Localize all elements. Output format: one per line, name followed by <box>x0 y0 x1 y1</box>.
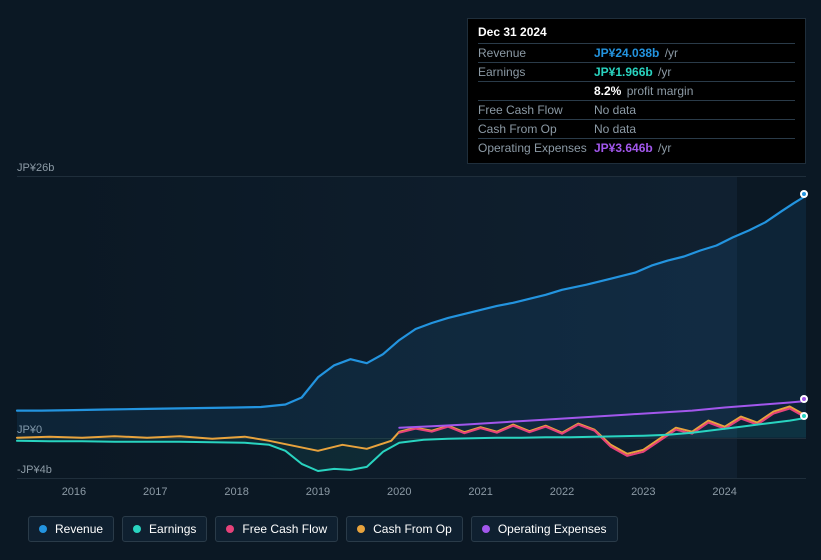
x-axis-tick-label: 2021 <box>461 486 501 498</box>
legend-label: Cash From Op <box>373 522 452 536</box>
tooltip-row-label: Cash From Op <box>478 122 594 136</box>
x-axis-tick-label: 2020 <box>379 486 419 498</box>
legend-item-cash-from-op[interactable]: Cash From Op <box>346 516 463 542</box>
tooltip-row-label: Operating Expenses <box>478 141 594 155</box>
x-axis-tick-label: 2016 <box>54 486 94 498</box>
tooltip-row: Cash From OpNo data <box>478 119 795 138</box>
legend-dot-icon <box>482 525 490 533</box>
revenue-end-marker <box>800 190 808 198</box>
gridline <box>17 478 806 479</box>
x-axis-tick-label: 2018 <box>217 486 257 498</box>
tooltip-row-value: JP¥24.038b /yr <box>594 46 678 60</box>
x-axis-tick-label: 2017 <box>135 486 175 498</box>
legend-item-earnings[interactable]: Earnings <box>122 516 207 542</box>
tooltip-row-label <box>478 84 594 98</box>
legend-dot-icon <box>226 525 234 533</box>
x-axis-tick-label: 2019 <box>298 486 338 498</box>
tooltip-date: Dec 31 2024 <box>478 25 795 43</box>
tooltip-row: RevenueJP¥24.038b /yr <box>478 43 795 62</box>
revenue-area <box>17 196 806 438</box>
tooltip-row-label: Free Cash Flow <box>478 103 594 117</box>
legend-label: Operating Expenses <box>498 522 607 536</box>
line-chart <box>17 176 806 478</box>
legend-label: Earnings <box>149 522 196 536</box>
legend-dot-icon <box>39 525 47 533</box>
legend-dot-icon <box>357 525 365 533</box>
tooltip-row: 8.2% profit margin <box>478 81 795 100</box>
x-axis-tick-label: 2022 <box>542 486 582 498</box>
y-axis-tick-label: JP¥26b <box>17 162 54 174</box>
tooltip-row: EarningsJP¥1.966b /yr <box>478 62 795 81</box>
tooltip-row-label: Revenue <box>478 46 594 60</box>
tooltip-row-value: 8.2% profit margin <box>594 84 693 98</box>
tooltip-row: Free Cash FlowNo data <box>478 100 795 119</box>
tooltip-row-value: No data <box>594 122 636 136</box>
legend-item-operating-expenses[interactable]: Operating Expenses <box>471 516 618 542</box>
tooltip-row-value: JP¥1.966b /yr <box>594 65 671 79</box>
tooltip-row-label: Earnings <box>478 65 594 79</box>
legend-item-revenue[interactable]: Revenue <box>28 516 114 542</box>
legend-dot-icon <box>133 525 141 533</box>
chart-area <box>17 176 806 478</box>
tooltip-row-value: No data <box>594 103 636 117</box>
earnings-end-marker <box>800 412 808 420</box>
legend-label: Revenue <box>55 522 103 536</box>
chart-legend: Revenue Earnings Free Cash Flow Cash From O… <box>28 516 618 542</box>
operating_expenses-end-marker <box>800 395 808 403</box>
x-axis-tick-label: 2023 <box>623 486 663 498</box>
legend-item-free-cash-flow[interactable]: Free Cash Flow <box>215 516 338 542</box>
tooltip-rows: RevenueJP¥24.038b /yrEarningsJP¥1.966b /… <box>478 43 795 157</box>
tooltip-row: Operating ExpensesJP¥3.646b /yr <box>478 138 795 157</box>
x-axis-tick-label: 2024 <box>705 486 745 498</box>
hover-tooltip: Dec 31 2024 RevenueJP¥24.038b /yrEarning… <box>467 18 806 164</box>
tooltip-row-value: JP¥3.646b /yr <box>594 141 671 155</box>
legend-label: Free Cash Flow <box>242 522 327 536</box>
